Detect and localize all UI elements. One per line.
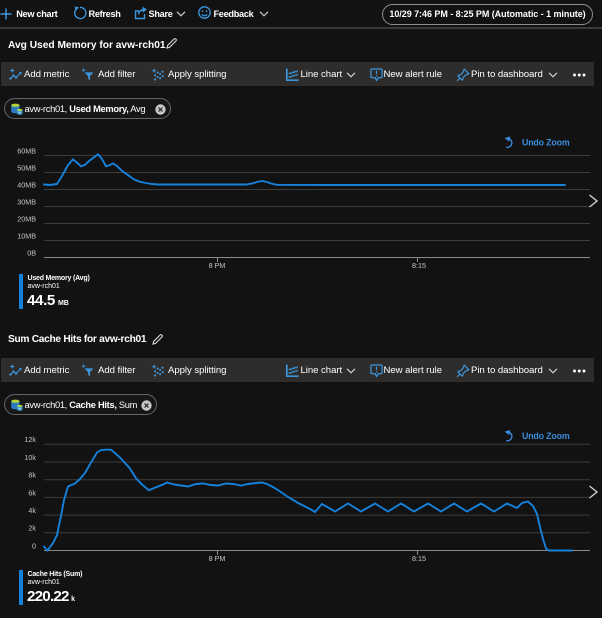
svg-text:8:15: 8:15 — [412, 554, 426, 563]
svg-text:8 PM: 8 PM — [209, 261, 226, 270]
svg-text:8 PM: 8 PM — [209, 554, 226, 563]
svg-text:6k: 6k — [28, 488, 36, 497]
svg-text:10k: 10k — [24, 453, 36, 462]
svg-text:Undo Zoom: Undo Zoom — [522, 138, 570, 148]
svg-text:8:15: 8:15 — [412, 261, 426, 270]
svg-text:12k: 12k — [24, 435, 36, 444]
svg-text:20MB: 20MB — [17, 214, 36, 223]
svg-text:50MB: 50MB — [17, 163, 36, 172]
svg-text:8k: 8k — [28, 471, 36, 480]
svg-text:40MB: 40MB — [17, 180, 36, 189]
svg-text:10MB: 10MB — [17, 231, 36, 240]
svg-text:4k: 4k — [28, 506, 36, 515]
svg-text:Undo Zoom: Undo Zoom — [522, 431, 570, 441]
svg-text:0B: 0B — [27, 248, 36, 257]
svg-text:60MB: 60MB — [17, 146, 36, 155]
svg-text:0: 0 — [32, 541, 36, 550]
svg-text:2k: 2k — [28, 524, 36, 533]
svg-text:30MB: 30MB — [17, 197, 36, 206]
